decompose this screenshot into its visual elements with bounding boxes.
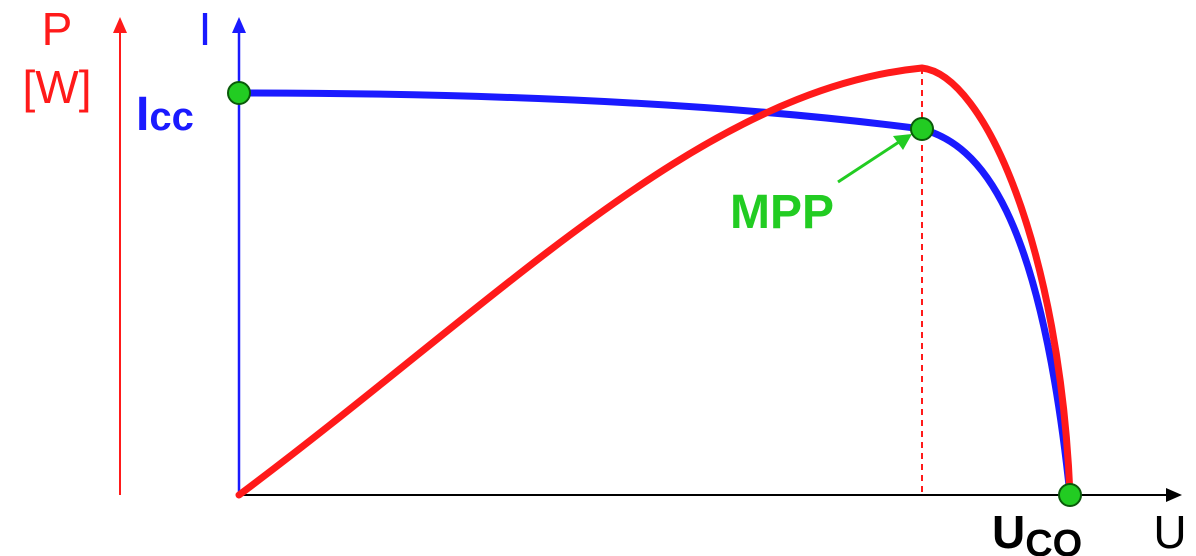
uco-point [1058, 483, 1082, 507]
voltage-axis-arrowhead [1166, 488, 1182, 502]
current-axis-label: I [199, 3, 212, 55]
icc-main: I [136, 88, 149, 141]
mpp-arrow-line [837, 138, 903, 184]
power-unit-label: [W] [23, 61, 92, 113]
power-axis-label: P [42, 3, 73, 55]
current-curve [235, 89, 1074, 499]
mpp-label: MPP [730, 186, 834, 239]
power-curve [235, 64, 1074, 499]
mpp-arrowhead [893, 134, 912, 150]
icc-point [227, 81, 251, 105]
mpp-point [910, 117, 934, 141]
voltage-axis-label: U [1153, 506, 1186, 556]
uco-main: U [992, 506, 1025, 556]
uco-sub: CO [1025, 523, 1082, 556]
icc-label: Icc [136, 88, 194, 141]
icc-sub: cc [149, 95, 194, 139]
power-axis-arrowhead [113, 17, 127, 33]
current-axis-arrowhead [232, 17, 246, 33]
uco-label: UCO [992, 506, 1082, 556]
